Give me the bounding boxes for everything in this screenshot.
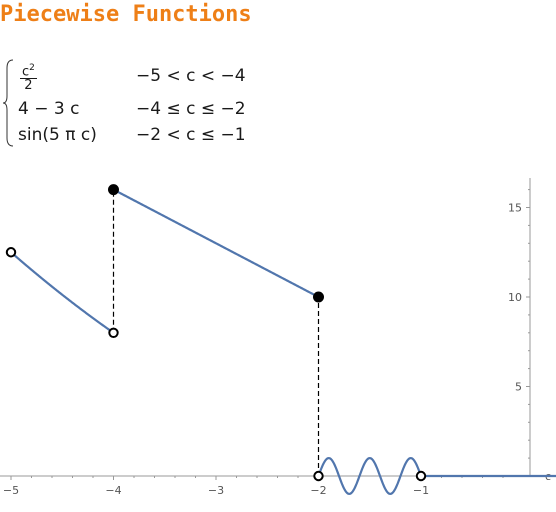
- x-tick-label: −3: [208, 484, 224, 497]
- case-3-condition: −2 < c ≤ −1: [136, 125, 246, 145]
- closed-point: [313, 291, 324, 303]
- y-tick-label: 5: [515, 381, 522, 394]
- brace-icon: [2, 59, 14, 147]
- x-tick-label: −1: [413, 484, 429, 497]
- piecewise-formula: c2 2 −5 < c < −4 4 − 3 c −4 ≤ c ≤ −2 sin…: [2, 58, 322, 150]
- x-tick-label: −4: [105, 484, 121, 497]
- y-tick-label: 10: [508, 291, 522, 304]
- open-point: [108, 327, 119, 339]
- curve-segment: [10, 251, 115, 334]
- open-point: [5, 247, 17, 258]
- closed-point: [108, 184, 119, 196]
- y-tick-label: 15: [508, 202, 522, 215]
- curve-segment: [317, 456, 423, 496]
- case-2-condition: −4 ≤ c ≤ −2: [136, 99, 246, 119]
- x-tick-label: −2: [310, 484, 326, 497]
- open-point: [415, 470, 427, 482]
- open-point: [313, 470, 324, 482]
- case-3-expression: sin(5 π c): [18, 125, 97, 145]
- case-2-expression: 4 − 3 c: [18, 99, 80, 119]
- case-1-condition: −5 < c < −4: [136, 66, 246, 86]
- case-1-expression: c2 2: [20, 63, 37, 94]
- page-title: Piecewise Functions: [0, 2, 252, 27]
- curve-segment: [112, 188, 320, 298]
- x-tick-label: −5: [3, 484, 19, 497]
